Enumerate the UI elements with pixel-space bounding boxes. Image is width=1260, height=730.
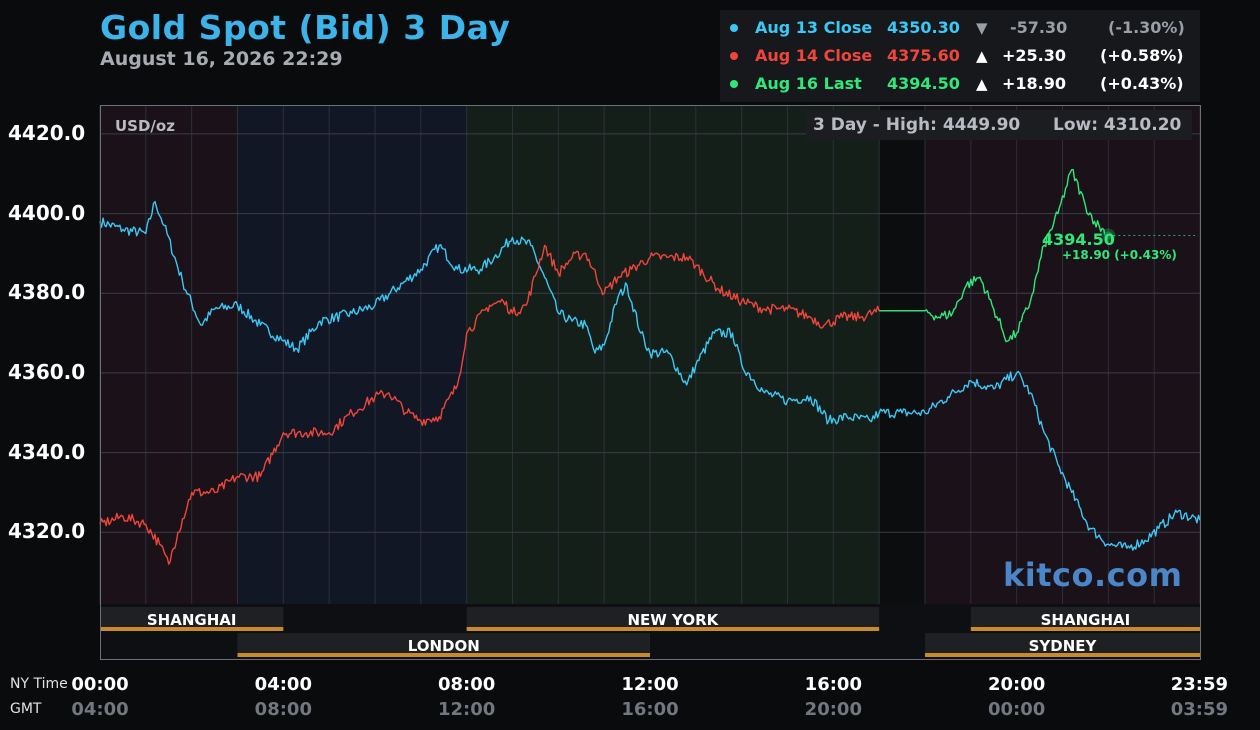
session-box bbox=[100, 607, 284, 629]
ny-time-label: NY Time bbox=[10, 676, 68, 692]
x-tick-label-gmt: 12:00 bbox=[438, 699, 496, 720]
y-tick-label: 4320.0 bbox=[8, 519, 86, 544]
high-low-box: 3 Day - High: 4449.90 Low: 4310.20 bbox=[806, 110, 1192, 140]
legend-change-aug14: +25.30 bbox=[1002, 46, 1067, 65]
last-price-marker bbox=[1104, 231, 1113, 240]
session-box bbox=[466, 607, 880, 629]
legend-pct-aug14: (+0.58%) bbox=[1100, 46, 1184, 65]
session-background-band bbox=[100, 106, 238, 604]
session-bar bbox=[925, 653, 1200, 657]
up-arrow-icon: ▲ bbox=[976, 75, 988, 93]
series-line-0 bbox=[99, 200, 1201, 551]
up-arrow-icon: ▲ bbox=[976, 47, 988, 65]
legend-label-aug13: Aug 13 Close bbox=[755, 18, 873, 37]
legend-change-aug16: +18.90 bbox=[1002, 74, 1067, 93]
legend-row-aug16: Aug 16 Last 4394.50 ▲ +18.90 (+0.43%) bbox=[720, 70, 1200, 98]
session-label: SYDNEY bbox=[1028, 637, 1097, 655]
x-tick-label-gmt: 03:59 bbox=[1170, 699, 1228, 720]
legend-dot-aug14 bbox=[730, 52, 738, 60]
three-day-high: 3 Day - High: 4449.90 bbox=[813, 115, 1021, 135]
x-tick-label-ny: 20:00 bbox=[988, 674, 1046, 695]
session-label: LONDON bbox=[407, 637, 480, 655]
x-tick-label-gmt: 00:00 bbox=[988, 699, 1046, 720]
session-label: NEW YORK bbox=[627, 611, 719, 629]
session-background-band bbox=[237, 106, 467, 604]
chart-title: Gold Spot (Bid) 3 Day bbox=[100, 8, 511, 47]
y-tick-label: 4380.0 bbox=[8, 280, 86, 305]
legend-pct-aug13: (-1.30%) bbox=[1108, 18, 1185, 37]
series-line-2 bbox=[879, 168, 1109, 343]
x-tick-label-ny: 23:59 bbox=[1170, 674, 1228, 695]
legend-pct-aug16: (+0.43%) bbox=[1100, 74, 1184, 93]
x-tick-label-gmt: 20:00 bbox=[804, 699, 862, 720]
legend-row-aug13: Aug 13 Close 4350.30 ▼ -57.30 (-1.30%) bbox=[720, 14, 1200, 42]
gmt-label: GMT bbox=[10, 701, 42, 717]
kitco-watermark: kitco.com bbox=[1003, 556, 1183, 594]
down-arrow-icon: ▼ bbox=[976, 19, 988, 37]
legend-dot-aug13 bbox=[730, 24, 738, 32]
x-tick-label-gmt: 16:00 bbox=[621, 699, 679, 720]
last-price-label: 4394.50 bbox=[1042, 230, 1115, 249]
x-tick-label-gmt: 08:00 bbox=[254, 699, 312, 720]
x-tick-label-gmt: 04:00 bbox=[71, 699, 129, 720]
legend-row-aug14: Aug 14 Close 4375.60 ▲ +25.30 (+0.58%) bbox=[720, 42, 1200, 70]
y-tick-label: 4360.0 bbox=[8, 359, 86, 384]
last-change-label: +18.90 (+0.43%) bbox=[1062, 248, 1177, 262]
x-tick-label-ny: 08:00 bbox=[438, 674, 496, 695]
legend-price-aug14: 4375.60 bbox=[887, 46, 960, 65]
session-background-band bbox=[466, 106, 880, 604]
session-label: SHANGHAI bbox=[1040, 611, 1131, 629]
series-line-1 bbox=[99, 244, 925, 565]
session-box bbox=[925, 633, 1200, 655]
three-day-low: Low: 4310.20 bbox=[1053, 115, 1182, 135]
session-label: SHANGHAI bbox=[146, 611, 237, 629]
y-tick-label: 4340.0 bbox=[8, 439, 86, 464]
legend-dot-aug16 bbox=[730, 80, 738, 88]
x-tick-label-ny: 12:00 bbox=[621, 674, 679, 695]
session-background-band bbox=[879, 106, 925, 604]
legend-label-aug14: Aug 14 Close bbox=[755, 46, 873, 65]
session-bar bbox=[100, 627, 284, 631]
x-tick-label-ny: 04:00 bbox=[254, 674, 312, 695]
legend-label-aug16: Aug 16 Last bbox=[755, 74, 862, 93]
session-box bbox=[970, 607, 1200, 629]
x-tick-label-ny: 00:00 bbox=[71, 674, 129, 695]
session-bar bbox=[237, 653, 650, 657]
x-tick-label-ny: 16:00 bbox=[804, 674, 862, 695]
chart-timestamp: August 16, 2026 22:29 bbox=[100, 48, 343, 70]
y-tick-label: 4420.0 bbox=[8, 120, 86, 145]
session-box bbox=[237, 633, 650, 655]
y-tick-label: 4400.0 bbox=[8, 200, 86, 225]
legend-price-aug16: 4394.50 bbox=[887, 74, 960, 93]
session-bar bbox=[466, 627, 880, 631]
legend-panel: Aug 13 Close 4350.30 ▼ -57.30 (-1.30%) A… bbox=[720, 10, 1200, 102]
unit-label: USD/oz bbox=[115, 117, 175, 135]
legend-price-aug13: 4350.30 bbox=[887, 18, 960, 37]
legend-change-aug13: -57.30 bbox=[1010, 18, 1068, 37]
session-bar bbox=[970, 627, 1200, 631]
